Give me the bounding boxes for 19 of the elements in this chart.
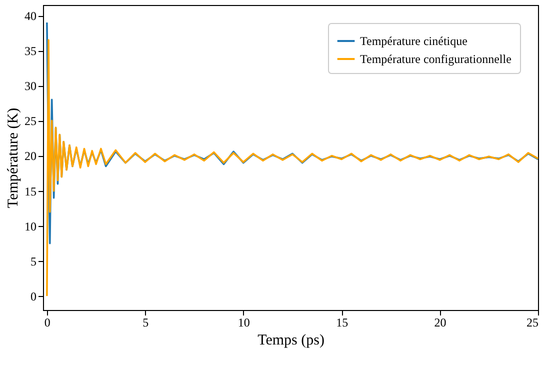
x-tick-label: 25 [526, 316, 538, 330]
x-tick-label: 10 [238, 316, 250, 330]
y-tick-label: 0 [30, 289, 36, 304]
y-tick-label: 10 [24, 219, 36, 234]
y-axis-title: Température (K) [6, 108, 22, 208]
x-tick-label: 15 [336, 316, 348, 330]
legend-label: Température configurationnelle [360, 52, 512, 66]
y-tick-label: 40 [24, 9, 36, 24]
y-tick-label: 30 [24, 79, 36, 94]
y-tick-label: 5 [30, 254, 36, 268]
x-tick-label: 5 [142, 316, 149, 330]
legend-label: Température cinétique [360, 34, 468, 48]
x-tick-label: 20 [434, 316, 446, 330]
y-tick-label: 35 [24, 44, 36, 58]
x-axis-title: Temps (ps) [258, 332, 324, 348]
y-tick-label: 25 [24, 114, 36, 128]
y-tick-label: 20 [24, 149, 36, 164]
x-tick-label: 0 [44, 316, 50, 330]
y-tick-label: 15 [24, 184, 36, 198]
